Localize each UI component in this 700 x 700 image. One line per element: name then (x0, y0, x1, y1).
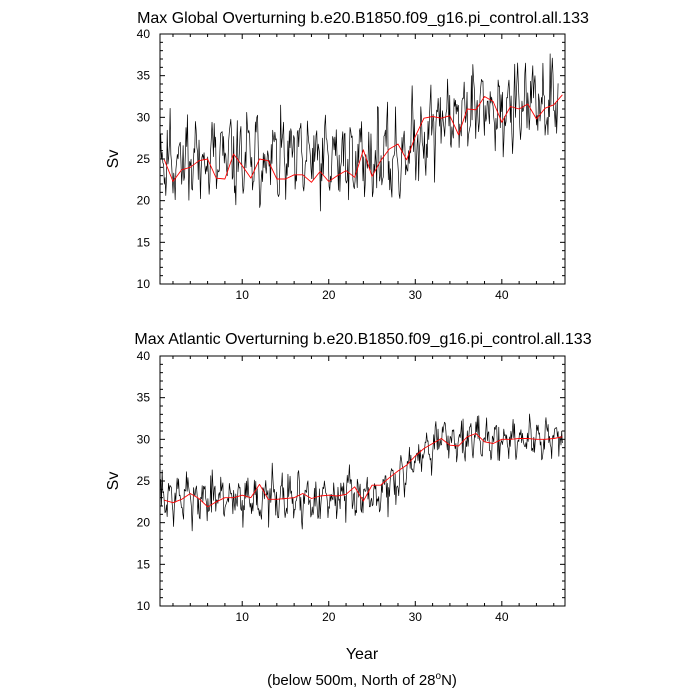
atlantic-overturning-panel: Max Atlantic Overturning b.e20.B1850.f09… (105, 331, 592, 663)
global-overturning-panel: Max Global Overturning b.e20.B1850.f09_g… (105, 10, 589, 302)
global-y-axis-label: Sv (105, 150, 122, 169)
footnote: (below 500m, North of 28oN) (267, 671, 457, 689)
x-axis-label: Year (346, 646, 379, 663)
global-y-tick-label: 10 (137, 277, 151, 291)
atlantic-y-tick-label: 25 (137, 474, 151, 488)
global-plot-frame (159, 33, 566, 285)
global-y-tick-label: 15 (137, 235, 151, 249)
global-y-tick-label: 25 (137, 152, 151, 166)
atlantic-plot-frame (159, 355, 566, 607)
atlantic-annual-mean-line (164, 433, 563, 508)
global-x-tick-label: 10 (236, 288, 250, 302)
atlantic-x-tick-label: 30 (409, 610, 423, 624)
global-panel-title: Max Global Overturning b.e20.B1850.f09_g… (137, 10, 589, 27)
degree-superscript: o (436, 671, 442, 682)
atlantic-y-tick-label: 10 (137, 599, 151, 613)
global-y-tick-label: 40 (137, 27, 151, 41)
global-x-tick-label: 20 (322, 288, 336, 302)
global-monthly-line (159, 53, 559, 212)
global-y-tick-label: 30 (137, 110, 151, 124)
atlantic-x-tick-label: 40 (495, 610, 509, 624)
atlantic-y-tick-label: 40 (137, 349, 151, 363)
atlantic-x-tick-label: 10 (236, 610, 250, 624)
atlantic-y-tick-label: 15 (137, 557, 151, 571)
atlantic-panel-title: Max Atlantic Overturning b.e20.B1850.f09… (134, 331, 591, 348)
atlantic-x-tick-label: 20 (322, 610, 336, 624)
global-annual-mean-line (163, 94, 563, 183)
atlantic-y-tick-label: 30 (137, 432, 151, 446)
atlantic-y-axis-label: Sv (105, 472, 122, 491)
footnote-prefix: (below 500m, North of 28 (267, 672, 435, 689)
global-x-tick-label: 40 (495, 288, 509, 302)
global-x-tick-label: 30 (409, 288, 423, 302)
atlantic-monthly-line (159, 413, 563, 532)
global-y-tick-label: 35 (137, 69, 151, 83)
footnote-suffix: N) (441, 672, 457, 689)
atlantic-y-tick-label: 20 (137, 516, 151, 530)
atlantic-y-tick-label: 35 (137, 391, 151, 405)
global-y-tick-label: 20 (137, 194, 151, 208)
